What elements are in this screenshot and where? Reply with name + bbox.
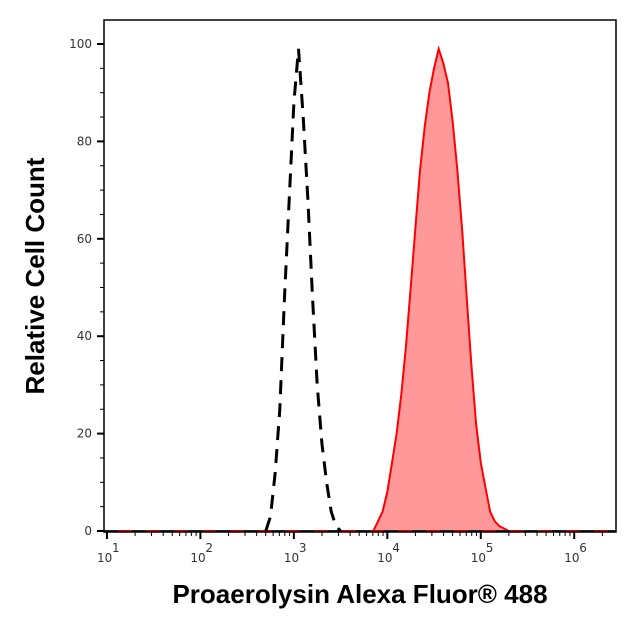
y-tick-label: 60 xyxy=(77,232,92,246)
x-axis-title: Proaerolysin Alexa Fluor® 488 xyxy=(172,579,547,609)
x-tick-exponent: 5 xyxy=(486,541,494,555)
x-tick-label: 10 xyxy=(564,551,579,565)
series-line-0 xyxy=(264,48,342,533)
y-tick-label: 100 xyxy=(69,37,92,51)
x-tick-exponent: 4 xyxy=(392,541,400,555)
y-tick-label: 40 xyxy=(77,329,92,343)
x-tick-exponent: 1 xyxy=(112,541,120,555)
x-tick-label: 10 xyxy=(377,551,392,565)
x-tick-exponent: 6 xyxy=(579,541,587,555)
x-tick-label: 10 xyxy=(284,551,299,565)
x-tick-exponent: 2 xyxy=(205,541,213,555)
x-tick-label: 10 xyxy=(190,551,205,565)
x-tick-label: 10 xyxy=(97,551,112,565)
y-tick-label: 0 xyxy=(84,524,92,538)
plot-frame xyxy=(103,19,617,533)
y-tick-label: 20 xyxy=(77,427,92,441)
x-tick-exponent: 3 xyxy=(299,541,307,555)
y-axis-title: Relative Cell Count xyxy=(20,157,50,394)
y-tick-label: 80 xyxy=(77,134,92,148)
x-tick-label: 10 xyxy=(471,551,486,565)
series-line-1 xyxy=(372,45,510,532)
